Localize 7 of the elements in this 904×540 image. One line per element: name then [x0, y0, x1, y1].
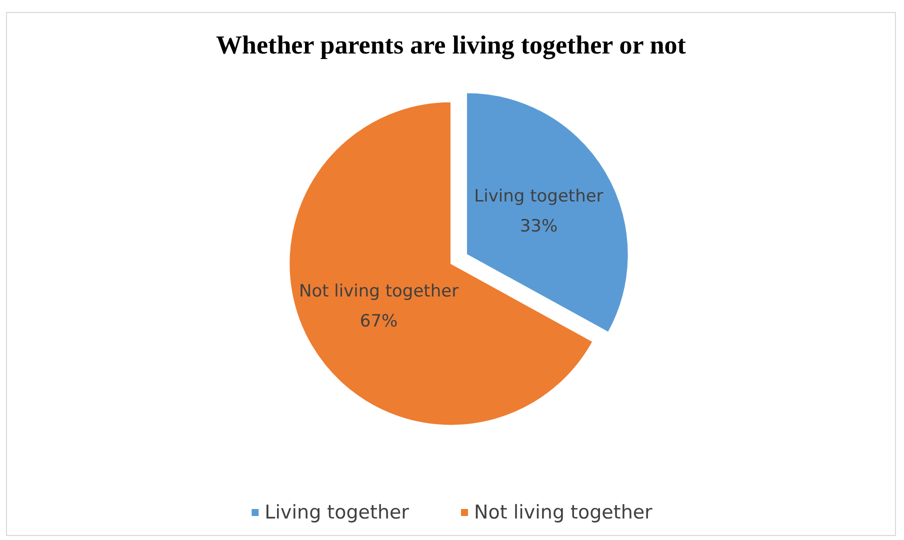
- legend-label: Not living together: [474, 502, 653, 524]
- data-label: 67%: [360, 311, 398, 332]
- legend-label: Living together: [264, 502, 410, 524]
- data-label: 33%: [520, 216, 558, 237]
- slice-label: Living together: [474, 186, 604, 207]
- chart-title: Whether parents are living together or not: [216, 30, 686, 60]
- slice-label: Not living together: [298, 281, 459, 302]
